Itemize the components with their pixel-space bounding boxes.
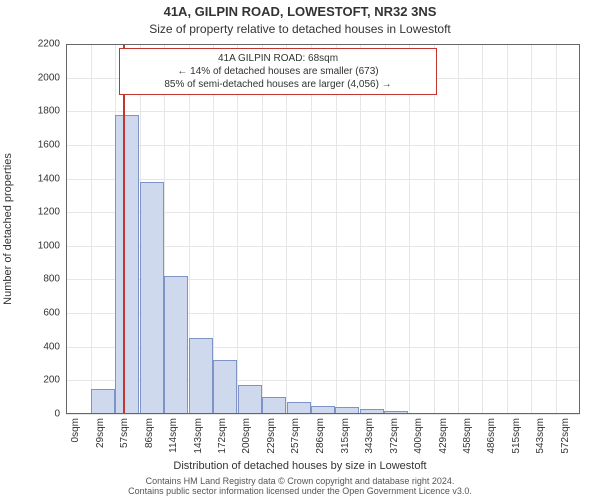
callout-box: 41A GILPIN ROAD: 68sqm← 14% of detached … [119, 48, 437, 95]
y-axis-label: Number of detached properties [2, 153, 14, 305]
ytick-label: 2200 [38, 39, 60, 50]
plot-area [66, 44, 580, 414]
callout-line: ← 14% of detached houses are smaller (67… [126, 65, 430, 78]
callout-line: 85% of semi-detached houses are larger (… [126, 78, 430, 91]
xtick-label: 458sqm [462, 418, 473, 454]
xtick-label: 429sqm [438, 418, 449, 454]
xtick-label: 57sqm [119, 418, 130, 448]
xtick-label: 172sqm [217, 418, 228, 454]
callout-line: 41A GILPIN ROAD: 68sqm [126, 52, 430, 65]
xtick-label: 572sqm [560, 418, 571, 454]
xtick-label: 486sqm [486, 418, 497, 454]
chart-title: 41A, GILPIN ROAD, LOWESTOFT, NR32 3NS [0, 4, 600, 19]
footer-attribution: Contains HM Land Registry data © Crown c… [0, 476, 600, 497]
xtick-label: 229sqm [266, 418, 277, 454]
x-axis-label: Distribution of detached houses by size … [0, 460, 600, 472]
ytick-label: 200 [43, 375, 60, 386]
xtick-label: 515sqm [511, 418, 522, 454]
ytick-label: 600 [43, 308, 60, 319]
xtick-label: 257sqm [290, 418, 301, 454]
xtick-label: 143sqm [193, 418, 204, 454]
xtick-label: 200sqm [241, 418, 252, 454]
ytick-label: 0 [54, 409, 60, 420]
xtick-label: 315sqm [340, 418, 351, 454]
ytick-label: 800 [43, 274, 60, 285]
xtick-label: 286sqm [315, 418, 326, 454]
gridline-h [66, 414, 580, 415]
ytick-label: 1000 [38, 240, 60, 251]
xtick-label: 372sqm [389, 418, 400, 454]
xtick-label: 0sqm [70, 418, 81, 442]
ytick-label: 400 [43, 341, 60, 352]
footer-line: Contains HM Land Registry data © Crown c… [0, 476, 600, 486]
xtick-label: 543sqm [535, 418, 546, 454]
plot-border [66, 44, 580, 414]
xtick-label: 29sqm [95, 418, 106, 448]
ytick-label: 2000 [38, 72, 60, 83]
xtick-label: 86sqm [144, 418, 155, 448]
xtick-label: 114sqm [168, 418, 179, 453]
xtick-label: 343sqm [364, 418, 375, 454]
ytick-label: 1800 [38, 106, 60, 117]
ytick-label: 1200 [38, 207, 60, 218]
footer-line: Contains public sector information licen… [0, 486, 600, 496]
xtick-label: 400sqm [413, 418, 424, 454]
chart-subtitle: Size of property relative to detached ho… [0, 22, 600, 36]
ytick-label: 1400 [38, 173, 60, 184]
ytick-label: 1600 [38, 139, 60, 150]
